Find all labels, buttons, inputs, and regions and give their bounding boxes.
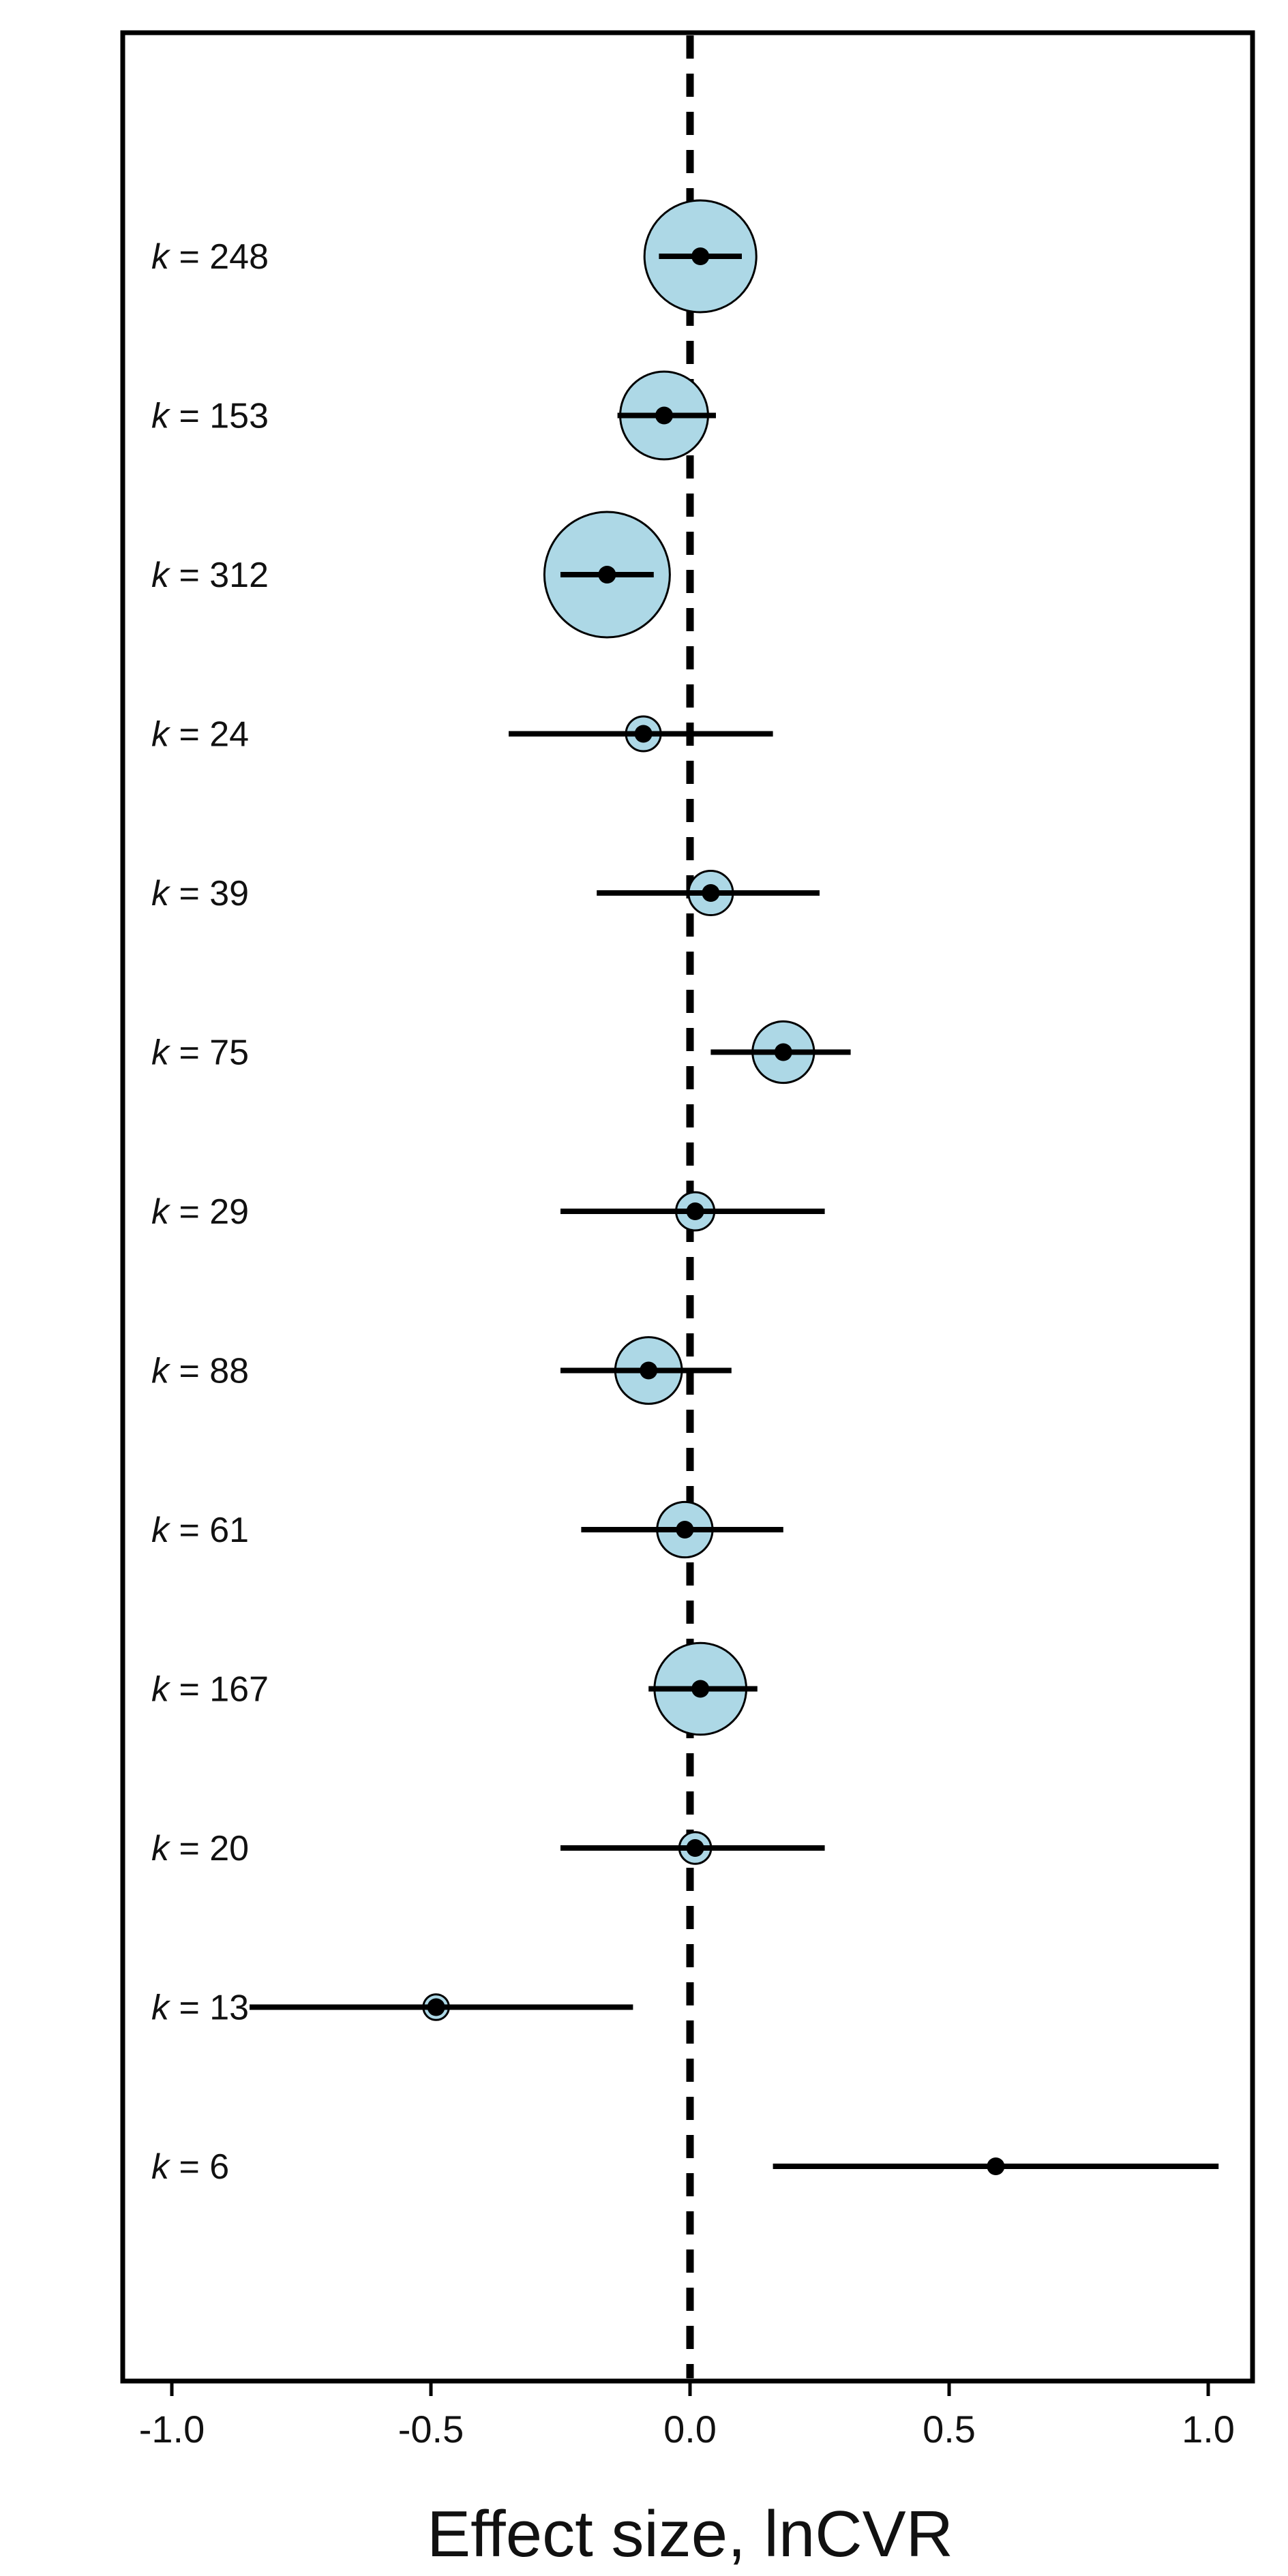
- row-label: k = 312: [151, 556, 269, 595]
- forest-row: k = 75: [151, 1020, 851, 1085]
- forest-row: k = 29: [151, 1191, 825, 1232]
- plot-frame: [120, 30, 1255, 2384]
- row-label-k: k: [151, 1829, 171, 1868]
- row-label: k = 153: [151, 397, 269, 436]
- row-label-k: k: [151, 556, 171, 595]
- x-tick-label: -1.0: [139, 2408, 205, 2451]
- row-label-k: k: [151, 2147, 171, 2187]
- row-label-count: = 75: [169, 1033, 249, 1073]
- row-label-k: k: [151, 715, 171, 755]
- point-estimate: [774, 1043, 792, 1061]
- point-estimate: [686, 1839, 704, 1857]
- point-estimate: [655, 406, 673, 425]
- row-label-k: k: [151, 1670, 171, 1710]
- forest-row: k = 248: [151, 199, 758, 314]
- point-estimate: [691, 1680, 710, 1698]
- x-axis-title: Effect size, lnCVR: [427, 2498, 953, 2571]
- row-label: k = 6: [151, 2147, 229, 2187]
- row-label-count: = 153: [169, 397, 269, 436]
- forest-row: k = 153: [151, 370, 716, 461]
- row-label: k = 248: [151, 237, 269, 277]
- row-label-k: k: [151, 1511, 171, 1550]
- row-label: k = 24: [151, 715, 249, 755]
- row-label-count: = 312: [169, 556, 269, 595]
- forest-row: k = 13: [151, 1988, 633, 2028]
- row-label-k: k: [151, 874, 171, 913]
- row-label-count: = 20: [169, 1829, 249, 1868]
- row-label-k: k: [151, 1988, 171, 2028]
- row-label: k = 13: [151, 1988, 249, 2028]
- x-axis: -1.0 -0.5 0.0 0.5 1.0: [139, 2383, 1235, 2451]
- point-estimate: [640, 1361, 658, 1380]
- point-estimate: [634, 725, 653, 743]
- forest-row: k = 20: [151, 1829, 825, 1868]
- row-label-count: = 6: [169, 2147, 229, 2187]
- forest-row: k = 312: [151, 511, 671, 639]
- forest-row: k = 88: [151, 1336, 732, 1405]
- row-label: k = 20: [151, 1829, 249, 1868]
- row-label: k = 167: [151, 1670, 269, 1710]
- x-tick-label: 1.0: [1182, 2408, 1235, 2451]
- point-estimate: [691, 247, 710, 265]
- row-label: k = 61: [151, 1511, 249, 1550]
- forest-row: k = 24: [151, 715, 773, 755]
- row-label-count: = 39: [169, 874, 249, 913]
- forest-row: k = 61: [151, 1500, 783, 1559]
- row-label-k: k: [151, 1192, 171, 1232]
- row-label: k = 88: [151, 1352, 249, 1391]
- row-label: k = 39: [151, 874, 249, 913]
- row-label-count: = 88: [169, 1352, 249, 1391]
- row-label: k = 75: [151, 1033, 249, 1073]
- x-tick-label: 0.0: [663, 2408, 717, 2451]
- forest-row: k = 6: [151, 2147, 1219, 2187]
- row-label: k = 29: [151, 1192, 249, 1232]
- row-label-count: = 167: [169, 1670, 269, 1710]
- forest-row: k = 39: [151, 869, 820, 917]
- row-label-count: = 24: [169, 715, 249, 755]
- point-estimate: [987, 2157, 1005, 2175]
- forest-row: k = 167: [151, 1641, 758, 1736]
- row-label-count: = 29: [169, 1192, 249, 1232]
- row-label-count: = 248: [169, 237, 269, 277]
- row-label-count: = 61: [169, 1511, 249, 1550]
- point-estimate: [427, 1998, 445, 2016]
- row-label-k: k: [151, 237, 171, 277]
- point-estimate: [676, 1521, 694, 1539]
- x-tick-label: -0.5: [398, 2408, 464, 2451]
- row-label-k: k: [151, 1352, 171, 1391]
- row-label-k: k: [151, 397, 171, 436]
- point-estimate: [598, 566, 616, 584]
- x-tick-label: 0.5: [923, 2408, 976, 2451]
- point-estimate: [702, 884, 720, 902]
- point-estimate: [686, 1202, 704, 1220]
- row-label-count: = 13: [169, 1988, 249, 2028]
- row-label-k: k: [151, 1033, 171, 1073]
